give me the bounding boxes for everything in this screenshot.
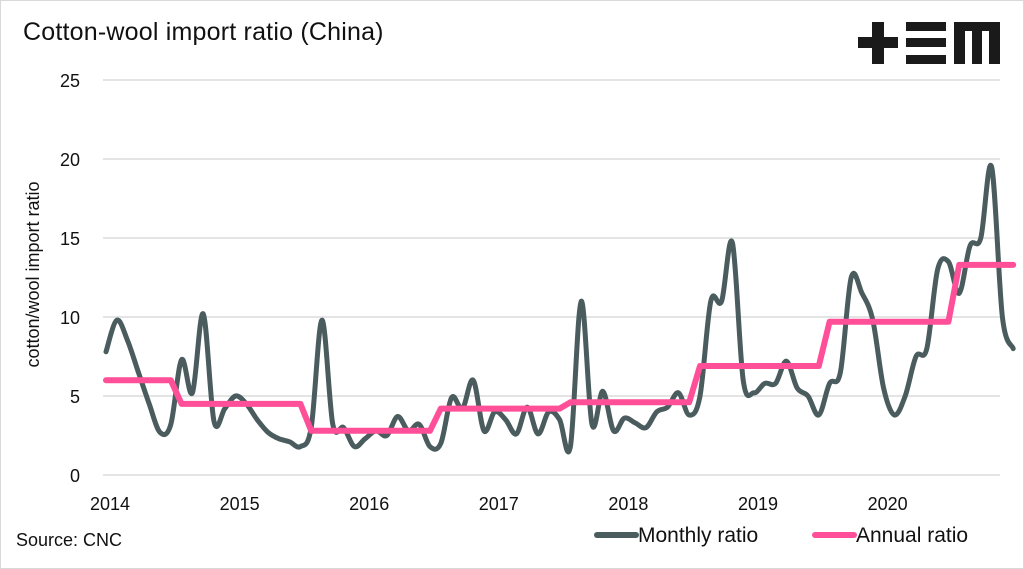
- chart-title: Cotton-wool import ratio (China): [23, 18, 384, 46]
- y-axis-label: cotton/wool import ratio: [23, 181, 43, 367]
- y-tick-label: 25: [60, 71, 80, 91]
- tem-logo: [858, 22, 1000, 64]
- source-note: Source: CNC: [16, 530, 123, 550]
- x-tick-label: 2014: [90, 494, 130, 514]
- y-tick-label: 20: [60, 150, 80, 170]
- series-monthly-ratio-line: [103, 162, 1016, 455]
- y-tick-label: 10: [60, 308, 80, 328]
- x-tick-label: 2019: [738, 494, 778, 514]
- x-tick-label: 2017: [479, 494, 519, 514]
- logo-plus-vertical: [872, 22, 884, 64]
- x-tick-label: 2015: [220, 494, 260, 514]
- legend-label-monthly: Monthly ratio: [638, 524, 758, 547]
- logo-e-middle: [906, 38, 946, 47]
- logo-m-body: [954, 22, 1000, 64]
- y-tick-label: 15: [60, 229, 80, 249]
- logo-e-bottom: [906, 55, 946, 64]
- x-tick-label: 2018: [608, 494, 648, 514]
- series-annual-ratio-line: [103, 261, 1017, 434]
- x-tick-label: 2016: [349, 494, 389, 514]
- y-tick-label: 0: [70, 466, 80, 486]
- logo-e-top: [906, 22, 946, 31]
- y-tick-label: 5: [70, 387, 80, 407]
- legend-label-annual: Annual ratio: [856, 524, 968, 547]
- x-tick-label: 2020: [868, 494, 908, 514]
